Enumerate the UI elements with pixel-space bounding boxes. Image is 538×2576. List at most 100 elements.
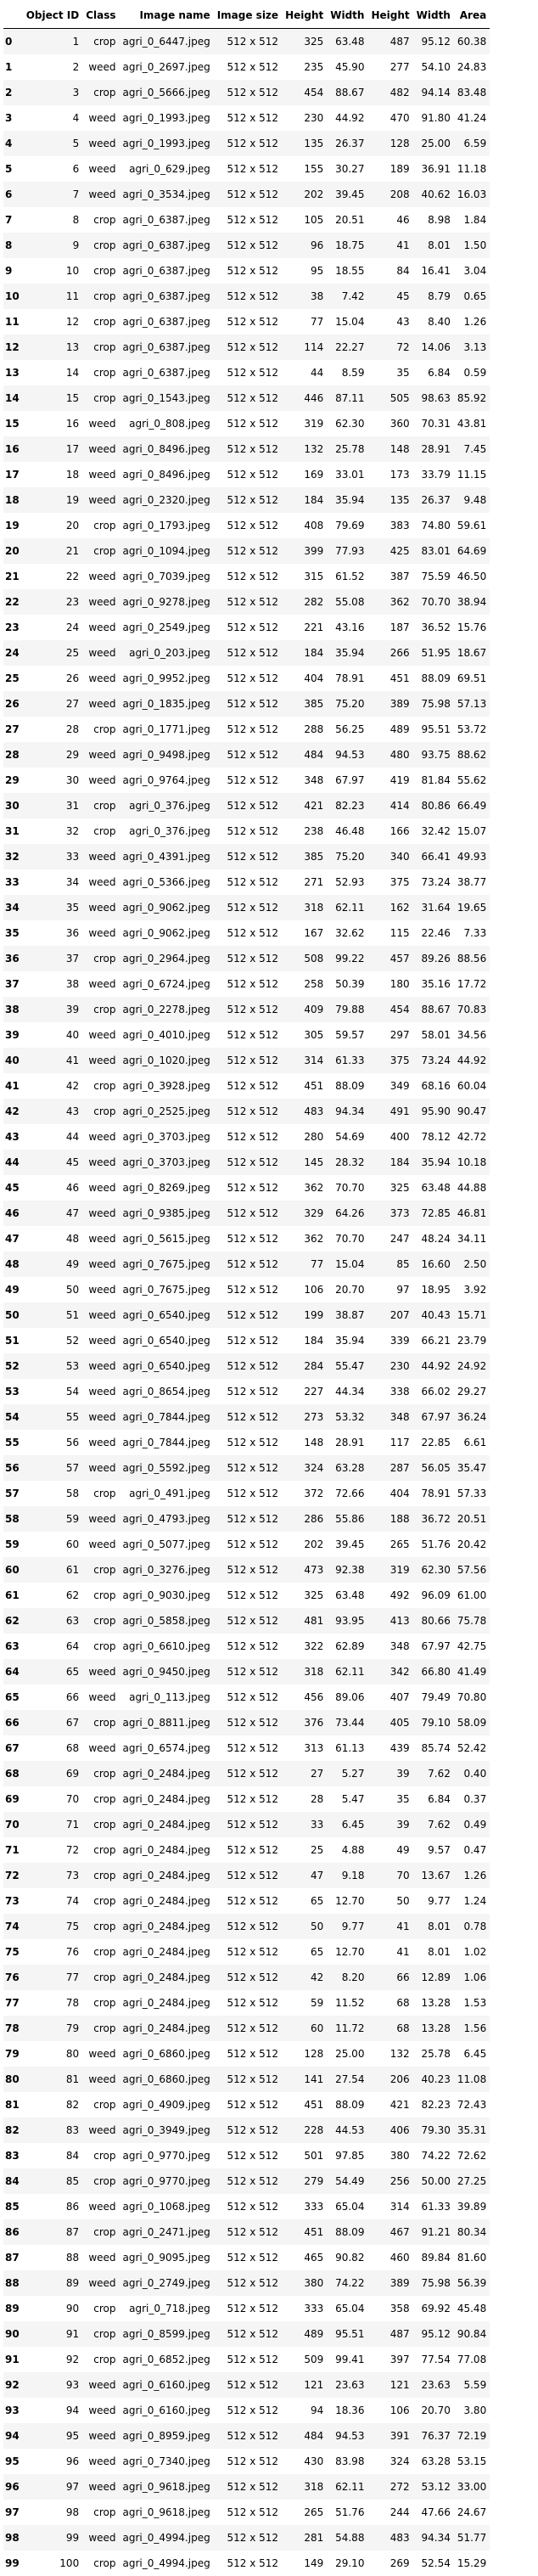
table-cell: 512 x 512 [214, 2398, 282, 2423]
table-cell: 25 [23, 640, 83, 666]
table-cell: 258 [282, 971, 327, 997]
table-cell: 460 [367, 2245, 412, 2270]
table-cell: 202 [282, 182, 327, 207]
table-cell: 66 [367, 1965, 412, 1990]
table-cell: 512 x 512 [214, 1506, 282, 1532]
column-header: Class [82, 3, 119, 29]
table-cell: 512 x 512 [214, 156, 282, 182]
table-cell: 83.01 [413, 538, 454, 564]
row-index: 18 [3, 487, 23, 513]
table-cell: 1.02 [454, 1939, 490, 1965]
table-cell: agri_0_6540.jpeg [120, 1328, 214, 1353]
table-cell: crop [82, 80, 119, 105]
table-cell: 52.42 [454, 1735, 490, 1761]
row-index: 38 [3, 997, 23, 1022]
table-cell: 512 x 512 [214, 564, 282, 589]
table-cell: 512 x 512 [214, 1353, 282, 1379]
table-cell: 512 x 512 [214, 869, 282, 895]
table-cell: weed [82, 1455, 119, 1481]
table-cell: 340 [367, 844, 412, 869]
table-cell: agri_0_9062.jpeg [120, 920, 214, 946]
table-cell: agri_0_2749.jpeg [120, 2270, 214, 2296]
table-cell: 0.40 [454, 1761, 490, 1786]
table-cell: 98 [23, 2500, 83, 2525]
table-cell: agri_0_6387.jpeg [120, 309, 214, 335]
table-cell: 484 [282, 2423, 327, 2449]
table-cell: agri_0_7039.jpeg [120, 564, 214, 589]
table-cell: crop [82, 1557, 119, 1583]
table-cell: 55.62 [454, 768, 490, 793]
table-cell: 280 [282, 1124, 327, 1150]
table-cell: agri_0_2697.jpeg [120, 54, 214, 80]
table-cell: agri_0_4793.jpeg [120, 1506, 214, 1532]
table-cell: crop [82, 1710, 119, 1735]
table-cell: 338 [367, 1379, 412, 1404]
table-cell: 56.05 [413, 1455, 454, 1481]
table-cell: 1.26 [454, 309, 490, 335]
row-index: 25 [3, 666, 23, 691]
table-cell: 397 [367, 2347, 412, 2372]
table-cell: 28.32 [327, 1150, 367, 1175]
table-cell: 391 [367, 2423, 412, 2449]
table-cell: 81.84 [413, 768, 454, 793]
table-cell: agri_0_8496.jpeg [120, 462, 214, 487]
table-cell: crop [82, 1914, 119, 1939]
table-cell: 35 [367, 360, 412, 385]
table-cell: crop [82, 1099, 119, 1124]
table-cell: weed [82, 1226, 119, 1251]
table-cell: agri_0_3534.jpeg [120, 182, 214, 207]
table-cell: 59 [282, 1990, 327, 2016]
table-cell: agri_0_718.jpeg [120, 2296, 214, 2321]
table-cell: crop [82, 2168, 119, 2194]
table-cell: crop [82, 233, 119, 258]
table-cell: 18.36 [327, 2398, 367, 2423]
table-cell: 380 [367, 2143, 412, 2168]
table-cell: 59 [23, 1506, 83, 1532]
table-cell: 20.70 [327, 1277, 367, 1302]
table-cell: 94.14 [413, 80, 454, 105]
table-cell: 64 [23, 1634, 83, 1659]
table-cell: 43 [367, 309, 412, 335]
table-cell: 32.62 [327, 920, 367, 946]
table-cell: weed [82, 487, 119, 513]
table-cell: 376 [282, 1710, 327, 1735]
table-cell: agri_0_1993.jpeg [120, 131, 214, 156]
row-index: 15 [3, 411, 23, 436]
table-cell: agri_0_9952.jpeg [120, 666, 214, 691]
table-cell: 93.95 [327, 1608, 367, 1634]
table-cell: 73.24 [413, 869, 454, 895]
table-cell: 94 [282, 2398, 327, 2423]
table-cell: 24 [23, 615, 83, 640]
table-cell: 454 [367, 997, 412, 1022]
table-cell: 512 x 512 [214, 768, 282, 793]
table-cell: 419 [367, 768, 412, 793]
table-cell: 87.11 [327, 385, 367, 411]
table-cell: 3.92 [454, 1277, 490, 1302]
table-cell: 342 [367, 1659, 412, 1685]
table-cell: agri_0_9278.jpeg [120, 589, 214, 615]
table-cell: 4.88 [327, 1837, 367, 1863]
table-cell: 91.21 [413, 2219, 454, 2245]
table-cell: 28 [23, 717, 83, 742]
table-cell: 70.70 [327, 1226, 367, 1251]
table-cell: crop [82, 1583, 119, 1608]
table-cell: weed [82, 156, 119, 182]
table-cell: 89.84 [413, 2245, 454, 2270]
row-index: 57 [3, 1481, 23, 1506]
table-cell: 13.28 [413, 2016, 454, 2041]
table-cell: agri_0_808.jpeg [120, 411, 214, 436]
table-cell: 97.85 [327, 2143, 367, 2168]
table-cell: 73.44 [327, 1710, 367, 1735]
table-cell: 207 [367, 1302, 412, 1328]
table-cell: 512 x 512 [214, 1608, 282, 1634]
table-cell: 358 [367, 2296, 412, 2321]
table-cell: weed [82, 1124, 119, 1150]
table-cell: 492 [367, 1583, 412, 1608]
row-index: 82 [3, 2118, 23, 2143]
